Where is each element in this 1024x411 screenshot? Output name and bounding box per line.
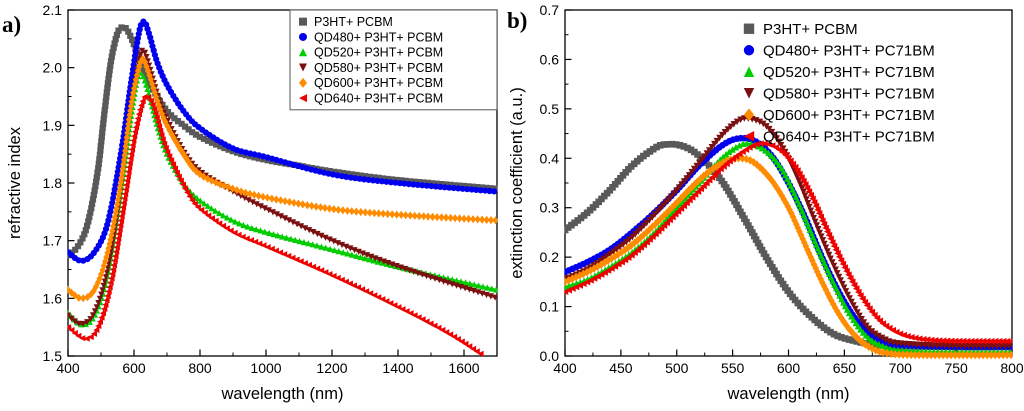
series-group	[564, 115, 1013, 360]
legend-marker	[299, 77, 307, 88]
legend-label: QD520+ P3HT+ PC71BM	[763, 64, 935, 81]
x-axis-tick-label: 1200	[316, 360, 347, 376]
legend-label: QD600+ P3HT+ PCBM	[314, 76, 443, 90]
series-markers	[67, 93, 484, 357]
x-axis-tick-label: 450	[609, 360, 633, 376]
y-axis-title: refractive index	[6, 126, 24, 239]
legend-label: QD580+ P3HT+ PC71BM	[763, 86, 935, 103]
y-axis-tick-label: 1.6	[43, 290, 63, 306]
chart-a: 400 600 800 1000 1200 1400 1600 1.5 1.6 1.7 1.8 1.9…	[6, 2, 498, 403]
y-axis-tick-label: 1.7	[43, 233, 63, 249]
x-axis-tick-label: 400	[56, 360, 80, 376]
x-axis-title: wavelength (nm)	[727, 385, 850, 403]
x-axis-tick-label: 1400	[382, 360, 413, 376]
legend-marker	[743, 88, 755, 99]
panel-b-label: b)	[507, 8, 528, 33]
panel-a-label: a)	[2, 12, 22, 37]
legend-label: QD640+ P3HT+ PCBM	[314, 92, 443, 106]
legend-marker	[299, 48, 307, 57]
x-axis-title: wavelength (nm)	[221, 385, 344, 403]
legend-marker	[743, 45, 755, 56]
x-axis-tick-label: 700	[889, 360, 913, 376]
x-axis-tick-label: 800	[188, 360, 212, 376]
x-axis-tick-label: 600	[777, 360, 801, 376]
y-axis-tick-label: 2.0	[43, 60, 63, 76]
series-markers	[564, 153, 1013, 360]
legend-marker	[299, 94, 307, 103]
x-axis-tick-label: 400	[553, 360, 577, 376]
legend-marker	[743, 66, 755, 77]
legend-label: QD640+ P3HT+ PC71BM	[763, 129, 935, 146]
y-axis-tick-label: 0.3	[540, 200, 560, 216]
y-axis-tick-label: 1.9	[43, 117, 63, 133]
series-markers	[564, 139, 1013, 356]
legend-marker	[299, 63, 307, 72]
y-axis-tick-label: 0.6	[540, 51, 560, 67]
legend-label: QD600+ P3HT+ PC71BM	[763, 107, 935, 124]
y-axis-tick-label: 1.8	[43, 175, 63, 191]
y-axis-tick-label: 0.0	[540, 348, 560, 364]
series-markers	[67, 24, 498, 259]
y-axis-tick-label: 1.5	[43, 348, 63, 364]
legend-marker	[743, 23, 755, 34]
legend-marker	[299, 32, 307, 41]
chart-b: 400 450 500 550 600 650 700 750 800 0.0 0.1 0.2 0.3 0…	[508, 2, 1024, 403]
x-axis-tick-label: 750	[944, 360, 968, 376]
x-axis-tick-label: 550	[721, 360, 745, 376]
legend-marker	[743, 131, 755, 142]
x-axis-tick-label: 650	[833, 360, 857, 376]
y-axis-tick-label: 0.2	[540, 249, 560, 265]
legend-label: QD480+ P3HT+ PCBM	[314, 30, 443, 44]
legend: P3HT+ PCBM QD480+ P3HT+ PC71BM QD520+ P3HT…	[743, 21, 935, 146]
legend-label: P3HT+ PCBM	[314, 15, 393, 29]
x-axis-tick-label: 1000	[250, 360, 281, 376]
legend-marker	[299, 17, 307, 26]
y-axis-tick-label: 0.7	[540, 2, 560, 18]
x-axis-tick-label: 600	[122, 360, 146, 376]
y-axis-tick-label: 0.4	[540, 150, 560, 166]
legend-label: QD580+ P3HT+ PCBM	[314, 61, 443, 75]
y-axis-title: extinction coefficient (a.u.)	[508, 87, 526, 278]
legend-label: P3HT+ PCBM	[763, 21, 858, 38]
x-axis-tick-label: 1600	[448, 360, 479, 376]
series-group	[67, 18, 498, 357]
legend-label: QD480+ P3HT+ PC71BM	[763, 43, 935, 60]
legend-marker	[743, 108, 755, 121]
y-axis-tick-label: 0.5	[540, 101, 560, 117]
legend-box	[289, 9, 498, 111]
x-axis-tick-label: 500	[665, 360, 689, 376]
x-axis-tick-label: 800	[1000, 360, 1024, 376]
y-axis-tick-label: 0.1	[540, 299, 560, 315]
y-axis-tick-label: 2.1	[43, 2, 63, 18]
legend-label: QD520+ P3HT+ PCBM	[314, 46, 443, 60]
